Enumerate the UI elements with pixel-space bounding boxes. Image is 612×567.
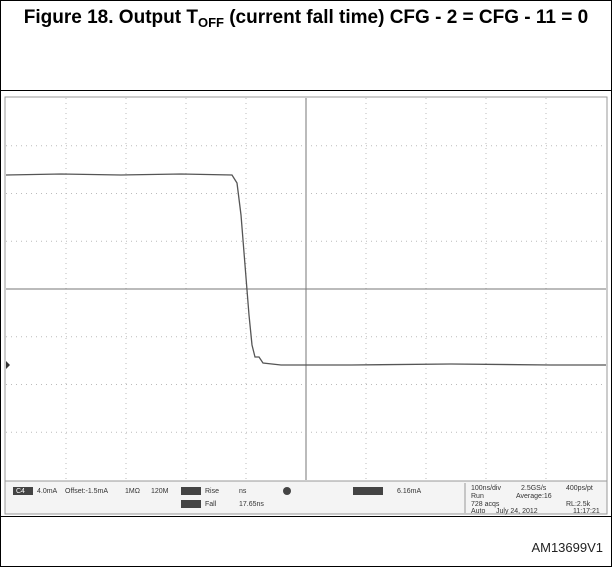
meas1-value: ns <box>239 488 247 495</box>
meas1-name: Rise <box>205 488 219 495</box>
meas-badge <box>181 500 201 508</box>
record: RL:2.5k <box>566 501 591 508</box>
time: 11:17:21 <box>573 508 600 515</box>
trigger-badge <box>353 487 383 495</box>
channel-badge <box>13 487 33 495</box>
date: July 24, 2012 <box>496 508 538 515</box>
title-prefix: Figure 18. Output T <box>23 7 198 28</box>
figure-title: Figure 18. Output TOFF (current fall tim… <box>1 5 611 31</box>
meas2-name: Fall <box>205 501 217 508</box>
meas-badge <box>181 487 201 495</box>
trigger-mode: Auto <box>471 508 486 515</box>
separator <box>1 516 611 517</box>
trigger: 6.16mA <box>397 488 421 495</box>
title-suffix: (current fall time) CFG - 2 = CFG - 11 =… <box>223 7 589 28</box>
trace <box>5 173 606 366</box>
bandwidth: 120M <box>151 488 169 495</box>
meas2-value: 17.65ns <box>239 501 264 508</box>
grid <box>6 98 606 480</box>
average: Average:16 <box>516 493 552 500</box>
figure-id: AM13699V1 <box>531 540 603 555</box>
offset: Offset:-1.5mA <box>65 488 108 495</box>
title-subscript: OFF <box>197 15 224 30</box>
scope-screen: C4 4.0mA Offset:-1.5mA 1MΩ 120M Rise ns … <box>4 96 608 515</box>
status-bar <box>4 480 608 515</box>
resolution: 400ps/pt <box>566 485 593 492</box>
level-marker <box>6 361 10 369</box>
separator <box>1 90 611 91</box>
scale: 4.0mA <box>37 488 58 495</box>
impedance: 1MΩ <box>125 488 140 495</box>
sample-rate: 2.5GS/s <box>521 485 547 492</box>
channel: C4 <box>16 488 25 495</box>
meas-icon <box>283 487 291 495</box>
acqs: 728 acqs <box>471 501 500 508</box>
mode: Run <box>471 493 484 500</box>
timebase: 100ns/div <box>471 485 501 492</box>
